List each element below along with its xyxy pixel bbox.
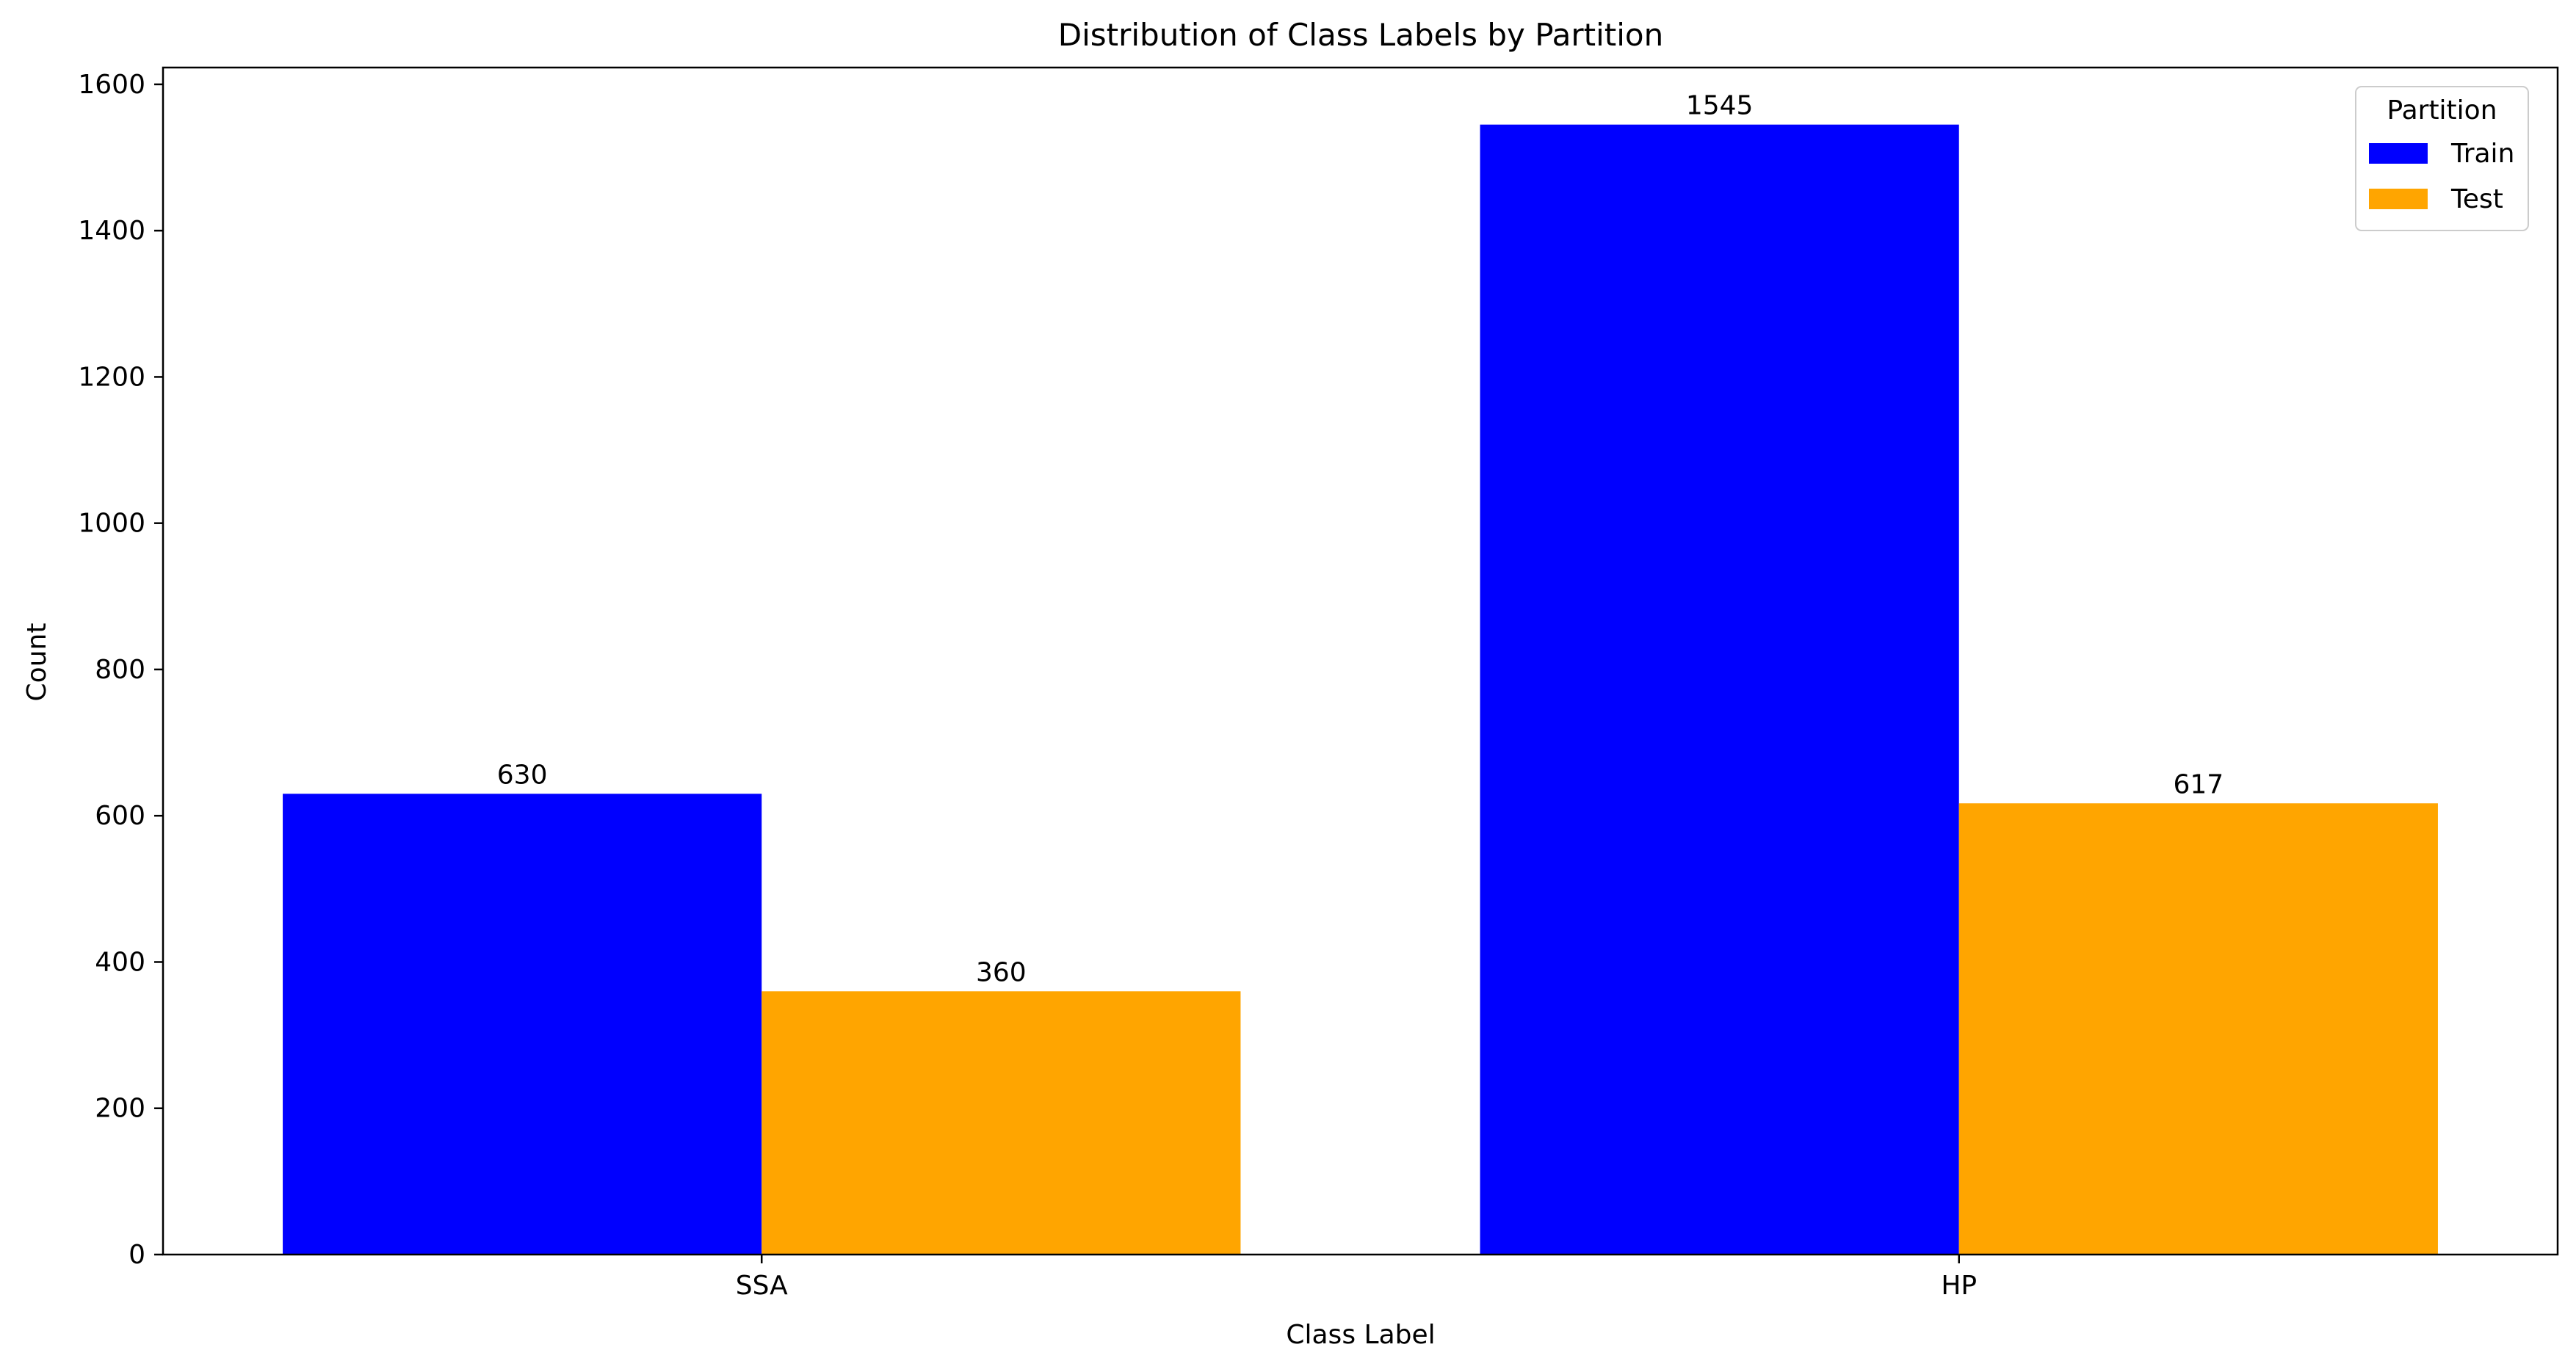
y-tick-label: 200 [95, 1094, 145, 1124]
axes-layer: 0 200 400 600 800 1000 1200 1400 1600 SSA HP [78, 66, 2559, 1301]
y-tick-label: 1200 [78, 362, 145, 392]
plot-frame [162, 66, 2559, 1256]
legend: Partition Train Test [2355, 86, 2529, 231]
chart-title: Distribution of Class Labels by Partitio… [1058, 17, 1664, 53]
y-tick-label: 1000 [78, 509, 145, 539]
x-tick-label: HP [1941, 1271, 1977, 1301]
bar-test-ssa [761, 991, 1241, 1255]
legend-label-train: Train [2450, 139, 2514, 169]
x-tick-label: SSA [736, 1271, 788, 1301]
y-tick-label: 0 [129, 1240, 145, 1270]
x-axis-label: Class Label [1286, 1320, 1435, 1350]
y-tick-label: 600 [95, 801, 145, 831]
legend-label-test: Test [2450, 184, 2503, 214]
data-label-train-hp: 1545 [1686, 91, 1754, 121]
data-label-test-ssa: 360 [976, 957, 1027, 987]
bar-train-hp [1480, 124, 1959, 1255]
legend-title: Partition [2387, 95, 2497, 126]
data-labels-layer: 630 1545 360 617 [497, 91, 2224, 988]
y-axis-label: Count [22, 623, 52, 702]
y-tick-label: 1400 [78, 216, 145, 246]
y-tick-label: 1600 [78, 70, 145, 100]
data-label-train-ssa: 630 [497, 760, 548, 790]
y-tick-label: 800 [95, 655, 145, 685]
bars-layer [283, 124, 2438, 1255]
bar-train-ssa [283, 794, 762, 1255]
data-label-test-hp: 617 [2173, 769, 2224, 799]
bar-test-hp [1958, 803, 2438, 1255]
legend-swatch-train [2369, 143, 2428, 164]
legend-swatch-test [2369, 189, 2428, 209]
y-tick-label: 400 [95, 947, 145, 977]
